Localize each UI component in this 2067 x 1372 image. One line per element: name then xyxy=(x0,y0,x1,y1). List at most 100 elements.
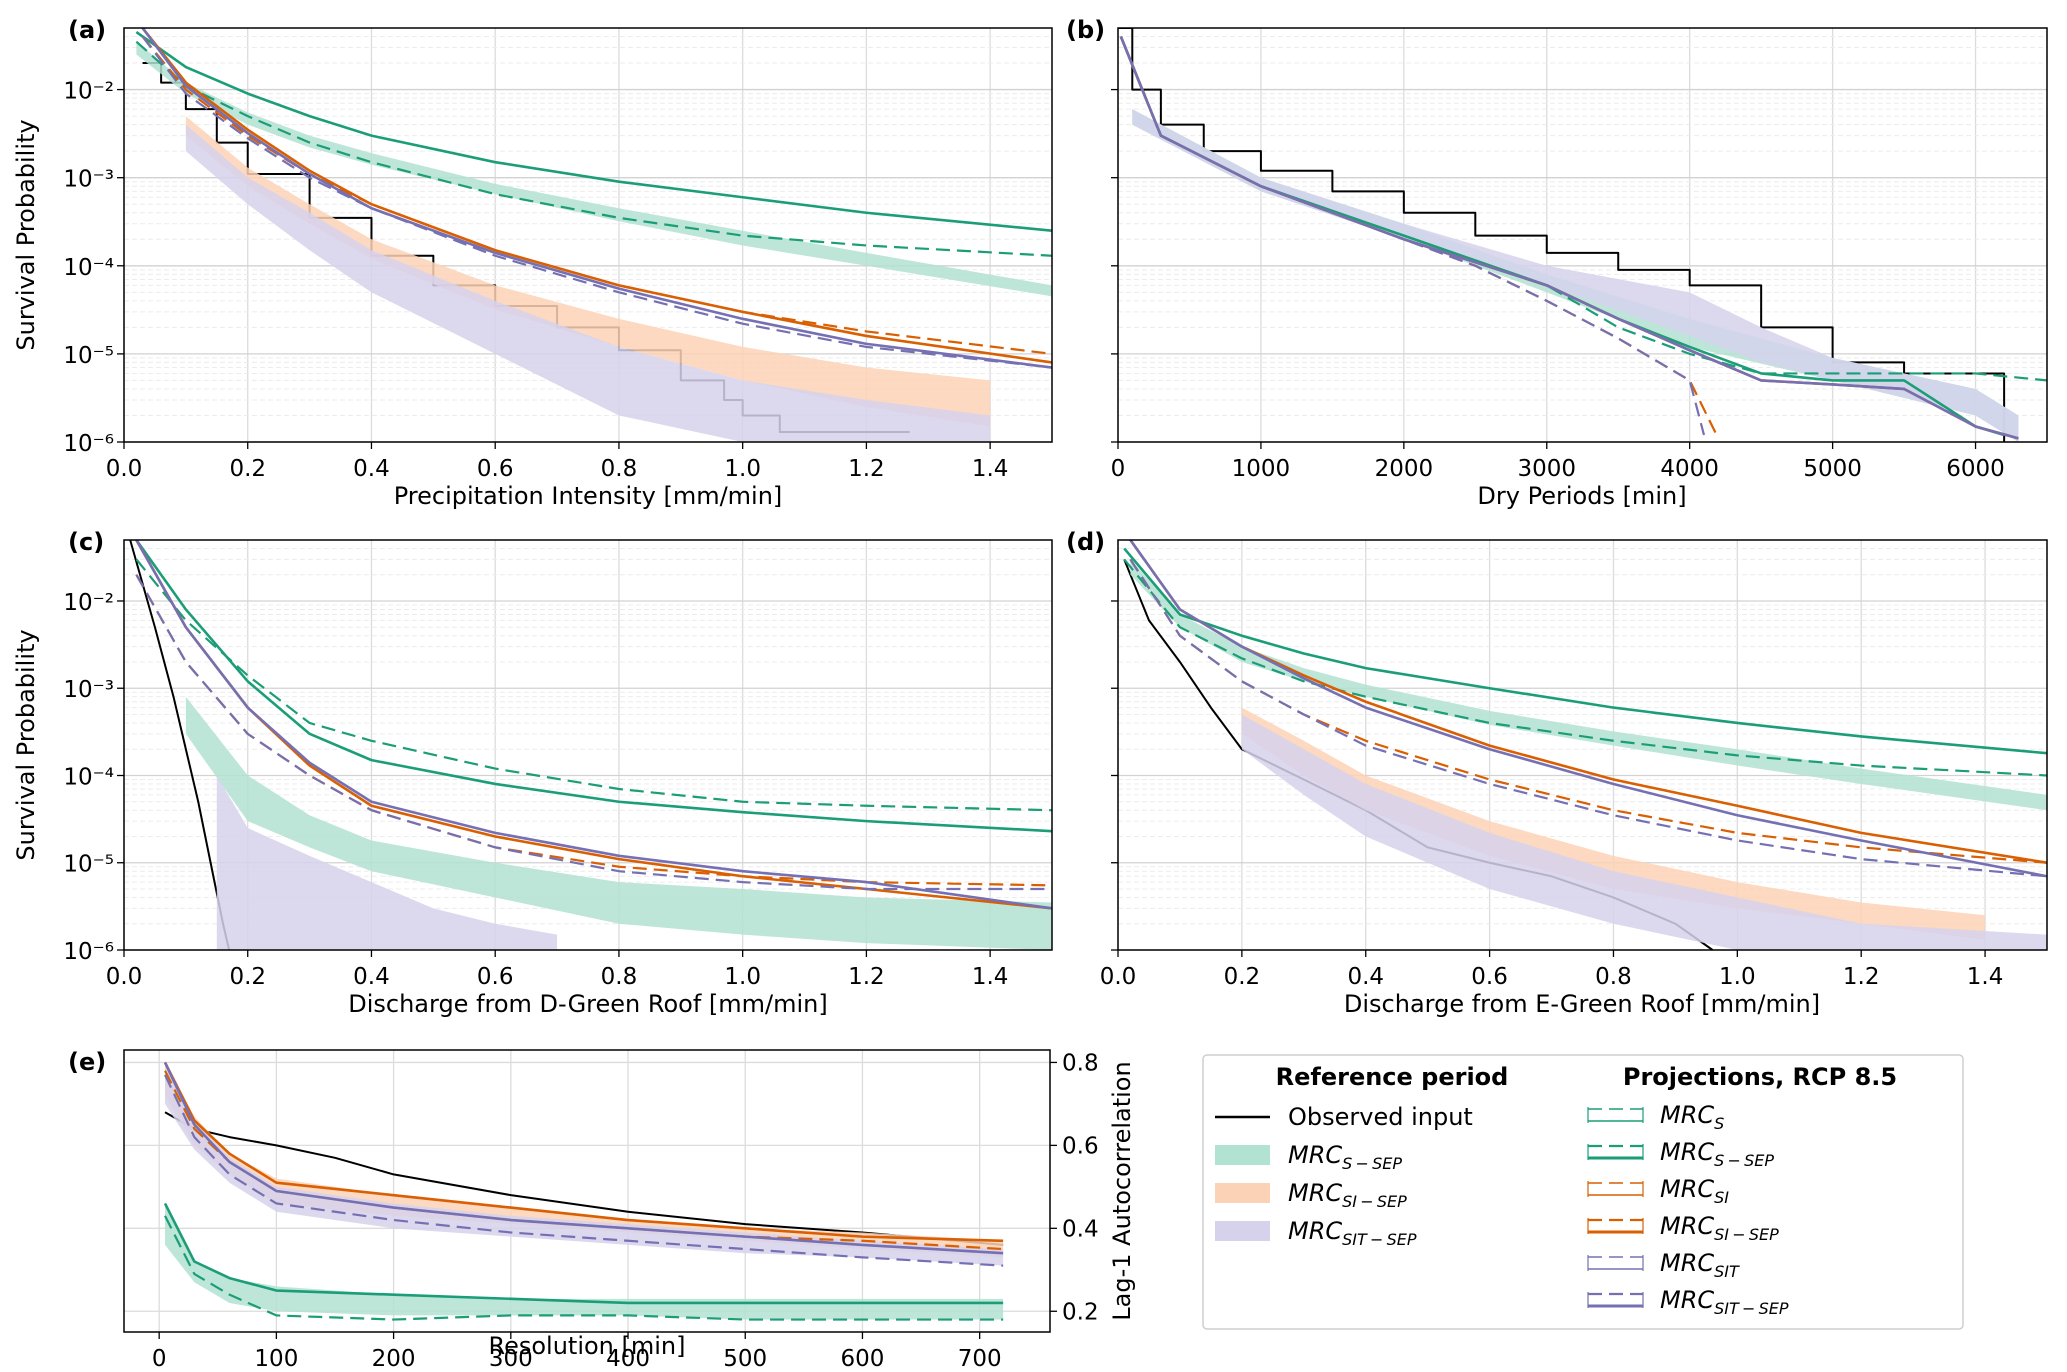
series-mrc-si-sep-a xyxy=(141,28,1052,364)
series-mrc-sit-c xyxy=(135,574,1052,891)
legend-proj-swatch xyxy=(1587,1218,1644,1234)
ytick-label-c: 10⁻⁵ xyxy=(63,852,114,878)
xtick-label-e: 100 xyxy=(254,1346,298,1372)
axes-frame-d xyxy=(1117,539,2048,951)
series-mrc-sit-sep-band-b xyxy=(1132,109,2019,442)
xtick-label-c: 1.2 xyxy=(848,964,885,990)
series-mrc-si-d xyxy=(1129,558,2047,864)
plot-area-d xyxy=(1123,540,2047,950)
xtick-label-e: 700 xyxy=(958,1346,1002,1372)
legend-frame xyxy=(1202,1054,1964,1330)
series-mrc-sit-sep-e xyxy=(163,1061,1004,1255)
legend-proj-label: MRCSI xyxy=(1660,1175,1729,1207)
xtick-label-e: 200 xyxy=(372,1346,416,1372)
xtick-label-a: 0.4 xyxy=(353,456,390,482)
legend-proj-swatch xyxy=(1587,1255,1644,1271)
panel-a: 0.0 0.2 0.4 0.6 0.8 1.0 1.2 1.4 10⁻² 10⁻³ 10⁻⁴ 10⁻⁵… xyxy=(12,16,1053,510)
legend-proj-label: MRCSIT xyxy=(1660,1249,1740,1281)
ytick-label-a: 10⁻⁴ xyxy=(63,255,114,281)
xtick-label-c: 1.0 xyxy=(724,964,761,990)
ticks-c: 0.0 0.2 0.4 0.6 0.8 1.0 1.2 1.4 10⁻² 10⁻³ 10⁻⁴ 10⁻⁵… xyxy=(63,590,1008,990)
xtick-label-d: 0.6 xyxy=(1471,964,1508,990)
ytick-label-a: 10⁻⁵ xyxy=(63,343,114,369)
xlabel-b: Dry Periods [min] xyxy=(1477,482,1686,510)
xtick-label-c: 0.6 xyxy=(477,964,514,990)
xtick-label-d: 1.0 xyxy=(1719,964,1756,990)
xtick-label-c: 0.2 xyxy=(229,964,266,990)
legend-proj-swatch xyxy=(1587,1144,1644,1160)
series-mrc-s-b xyxy=(1119,36,2047,382)
series-mrc-s-sep-a xyxy=(135,30,1052,233)
xtick-label-d: 0.2 xyxy=(1224,964,1261,990)
legend-ref-label: Observed input xyxy=(1288,1103,1473,1131)
xtick-label-e: 600 xyxy=(841,1346,885,1372)
xtick-label-e: 300 xyxy=(489,1346,533,1372)
ytick-label-c: 10⁻⁶ xyxy=(63,939,114,965)
series-mrc-si-sep-band-a xyxy=(185,116,991,427)
legend-proj-swatch xyxy=(1587,1181,1644,1197)
xtick-label-c: 0.8 xyxy=(601,964,638,990)
xlabel-e: Resolution [min] xyxy=(488,1332,685,1360)
series-mrc-s-sep-c xyxy=(135,540,1052,833)
series-mrc-s-e xyxy=(164,1215,1004,1321)
series-mrc-s-d xyxy=(1123,558,2047,777)
series-mrc-si-sep-e xyxy=(163,1061,1004,1243)
ytick-label-a: 10⁻² xyxy=(63,79,114,105)
xtick-label-d: 0.8 xyxy=(1595,964,1632,990)
legend-proj-swatch xyxy=(1587,1107,1644,1123)
xtick-label-e: 0 xyxy=(152,1346,167,1372)
series-mrc-s-sep-band-e xyxy=(165,1203,1004,1320)
series-mrc-s-sep-d xyxy=(1123,547,2047,755)
xtick-label-b: 0 xyxy=(1111,456,1126,482)
plot-area-e xyxy=(163,1061,1004,1321)
xtick-label-e: 400 xyxy=(606,1346,650,1372)
xtick-label-a: 0.6 xyxy=(477,456,514,482)
series-mrc-si-a xyxy=(141,35,1052,355)
xtick-label-e: 500 xyxy=(723,1346,767,1372)
xtick-label-c: 0.4 xyxy=(353,964,390,990)
series-mrc-sit-sep-band-a xyxy=(185,124,991,442)
xtick-label-b: 5000 xyxy=(1803,456,1862,482)
xtick-label-a: 1.2 xyxy=(848,456,885,482)
legend-ref-label: MRCS − SEP xyxy=(1288,1141,1402,1173)
xtick-label-a: 1.4 xyxy=(972,456,1009,482)
series-mrc-sit-e xyxy=(164,1074,1004,1267)
plot-area-c xyxy=(129,540,1052,950)
series-mrc-s-sep-e xyxy=(163,1202,1004,1305)
axes-frame-c xyxy=(123,539,1053,951)
ytick-label-a: 10⁻⁶ xyxy=(63,431,114,457)
xtick-label-d: 0.4 xyxy=(1347,964,1384,990)
series-mrc-sit-sep-c xyxy=(135,540,1052,910)
xtick-label-b: 6000 xyxy=(1946,456,2005,482)
xtick-label-d: 1.2 xyxy=(1843,964,1880,990)
panel-e: 0 100 200 300 400 500 600 700 0.8 0.6 0.4 0.2 (e) R… xyxy=(68,1048,1136,1372)
axes-frame-b xyxy=(1117,27,2048,443)
plot-area-a xyxy=(135,28,1052,442)
legend-projection-entries: MRCS MRCS − SEP MRCSI MRCSI − SEP MRCSIT MRCS… xyxy=(1587,1101,1789,1318)
legend-proj-label: MRCS xyxy=(1660,1101,1724,1133)
panel-d: 0.0 0.2 0.4 0.6 0.8 1.0 1.2 1.4 (d) Discharge f… xyxy=(1066,528,2048,1018)
legend-proj-label: MRCSIT − SEP xyxy=(1660,1286,1789,1318)
series-mrc-sit-sep-band-e xyxy=(165,1066,1004,1266)
plot-area-b xyxy=(1118,28,2047,442)
ytick-label-e: 0.8 xyxy=(1062,1050,1099,1076)
ylabel-a: Survival Probability xyxy=(12,119,40,350)
series-mrc-s-sep-band-d xyxy=(1130,559,2047,811)
legend-proj-label: MRCS − SEP xyxy=(1660,1138,1774,1170)
series-mrc-sit-sep-band-c xyxy=(216,775,558,950)
series-mrc-sit-sep-b xyxy=(1119,36,2019,440)
ylabel-e: Lag-1 Autocorrelation xyxy=(1108,1061,1136,1320)
series-mrc-s-c xyxy=(135,558,1052,812)
ytick-label-c: 10⁻⁴ xyxy=(63,764,114,790)
xtick-label-c: 0.0 xyxy=(106,964,143,990)
xtick-label-a: 0.2 xyxy=(229,456,266,482)
ytick-label-e: 0.4 xyxy=(1062,1216,1099,1242)
legend-projections-title: Projections, RCP 8.5 xyxy=(1623,1063,1897,1091)
xtick-label-b: 4000 xyxy=(1660,456,1719,482)
xtick-label-b: 2000 xyxy=(1375,456,1434,482)
panel-label-a: (a) xyxy=(68,16,106,44)
xtick-label-c: 1.4 xyxy=(972,964,1009,990)
ytick-label-a: 10⁻³ xyxy=(63,167,114,193)
axes-frame-e xyxy=(123,1049,1051,1333)
